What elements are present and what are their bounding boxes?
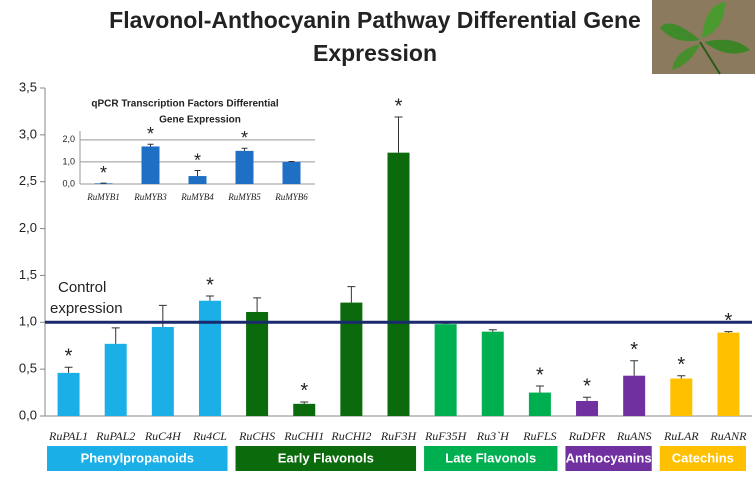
x-tick-label: Ru4CL bbox=[192, 429, 227, 443]
inset-y-tick-label: 1,0 bbox=[62, 156, 75, 166]
inset-x-tick-label: RuMYB3 bbox=[133, 192, 167, 202]
inset-x-tick-label: RuMYB4 bbox=[180, 192, 214, 202]
error-bar bbox=[536, 386, 544, 393]
bar bbox=[670, 379, 692, 416]
inset-error-bar bbox=[242, 148, 248, 151]
bar bbox=[529, 393, 551, 416]
legend-label: Catechins bbox=[672, 450, 734, 465]
inset-title: Gene Expression bbox=[159, 115, 241, 126]
inset-significance-star: * bbox=[100, 163, 107, 183]
inset-error-bar bbox=[148, 144, 154, 146]
x-tick-label: RuPAL2 bbox=[95, 429, 135, 443]
x-tick-label: RuFLS bbox=[522, 429, 556, 443]
significance-star: * bbox=[536, 364, 544, 386]
x-tick-label: RuCHS bbox=[238, 429, 275, 443]
control-label: expression bbox=[50, 300, 123, 317]
leaf-photo bbox=[652, 0, 755, 74]
error-bar bbox=[112, 328, 120, 344]
error-bar bbox=[583, 397, 591, 401]
significance-star: * bbox=[630, 339, 638, 361]
inset-x-tick-label: RuMYB5 bbox=[227, 192, 261, 202]
bar bbox=[482, 332, 504, 416]
bar bbox=[435, 324, 457, 416]
x-tick-label: RuC4H bbox=[144, 429, 182, 443]
bar bbox=[293, 404, 315, 416]
inset-y-tick-label: 2,0 bbox=[62, 134, 75, 144]
bar bbox=[152, 327, 174, 416]
significance-star: * bbox=[206, 274, 214, 296]
bar bbox=[199, 301, 221, 416]
y-tick-label: 1,5 bbox=[19, 267, 37, 282]
x-tick-label: RuDFR bbox=[568, 429, 606, 443]
significance-star: * bbox=[677, 354, 685, 376]
bar bbox=[105, 344, 127, 416]
inset-bar bbox=[189, 176, 207, 184]
significance-star: * bbox=[300, 380, 308, 402]
bar bbox=[623, 376, 645, 416]
y-tick-label: 3,5 bbox=[19, 79, 37, 94]
bar bbox=[388, 153, 410, 416]
inset-significance-star: * bbox=[194, 150, 201, 170]
legend-label: Anthocyanins bbox=[566, 450, 652, 465]
error-bar bbox=[677, 376, 685, 379]
chart-title: Expression bbox=[313, 40, 437, 66]
x-tick-label: RuF3H bbox=[380, 429, 418, 443]
inset-y-tick-label: 0,0 bbox=[62, 178, 75, 188]
significance-star: * bbox=[583, 376, 591, 398]
x-tick-label: RuF35H bbox=[424, 429, 468, 443]
x-tick-label: RuPAL1 bbox=[48, 429, 88, 443]
bar bbox=[717, 333, 739, 416]
y-tick-label: 2,5 bbox=[19, 173, 37, 188]
error-bar bbox=[206, 296, 214, 301]
error-bar bbox=[65, 367, 73, 373]
y-tick-label: 1,0 bbox=[19, 314, 37, 329]
error-bar bbox=[489, 330, 497, 332]
inset-error-bar bbox=[195, 171, 201, 177]
error-bar bbox=[630, 361, 638, 376]
y-tick-label: 2,0 bbox=[19, 220, 37, 235]
bar bbox=[340, 303, 362, 416]
significance-star: * bbox=[395, 95, 403, 117]
legend-label: Late Flavonols bbox=[445, 450, 536, 465]
x-tick-label: RuANR bbox=[709, 429, 747, 443]
x-tick-label: RuLAR bbox=[663, 429, 699, 443]
x-tick-label: Ru3`H bbox=[476, 429, 510, 443]
error-bar bbox=[395, 117, 403, 153]
chart-title: Flavonol-Anthocyanin Pathway Differentia… bbox=[109, 7, 641, 33]
y-tick-label: 0,5 bbox=[19, 361, 37, 376]
x-tick-label: RuCHI1 bbox=[283, 429, 324, 443]
error-bar bbox=[253, 298, 261, 312]
y-tick-label: 0,0 bbox=[19, 407, 37, 422]
inset-significance-star: * bbox=[147, 124, 154, 144]
legend-label: Early Flavonols bbox=[278, 450, 374, 465]
y-tick-label: 3,0 bbox=[19, 126, 37, 141]
inset-x-tick-label: RuMYB6 bbox=[274, 192, 308, 202]
bar bbox=[246, 312, 268, 416]
error-bar bbox=[347, 287, 355, 303]
inset-bar bbox=[283, 162, 301, 184]
significance-star: * bbox=[65, 346, 73, 368]
inset-x-tick-label: RuMYB1 bbox=[86, 192, 120, 202]
x-tick-label: RuANS bbox=[616, 429, 652, 443]
legend-label: Phenylpropanoids bbox=[81, 450, 194, 465]
inset-title: qPCR Transcription Factors Differential bbox=[91, 99, 278, 110]
control-label: Control bbox=[58, 279, 106, 296]
inset-bar bbox=[236, 151, 254, 184]
inset-significance-star: * bbox=[241, 128, 248, 148]
bar bbox=[58, 373, 80, 416]
bar bbox=[576, 401, 598, 416]
x-tick-label: RuCHI2 bbox=[330, 429, 371, 443]
inset-bar bbox=[142, 146, 160, 184]
